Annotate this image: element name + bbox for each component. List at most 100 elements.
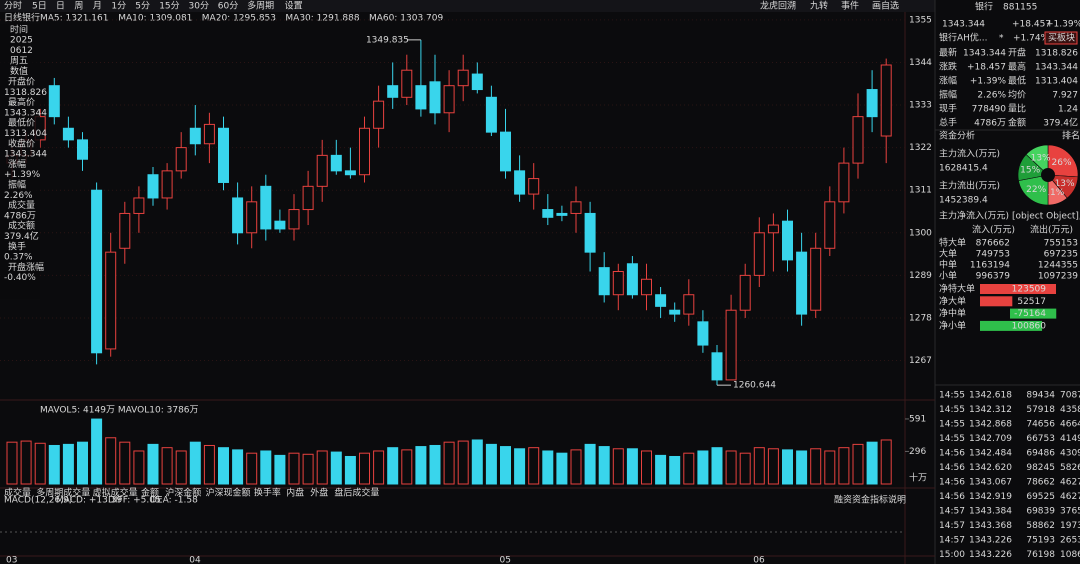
toolbar-tab[interactable]: 设置 (285, 1, 303, 12)
candle-body (471, 73, 483, 91)
tick-time: 14:56 (939, 492, 965, 502)
volume-bar (20, 440, 32, 485)
tick-time: 14:56 (939, 463, 965, 473)
period-label: 日线 (4, 12, 22, 24)
volume-bar (429, 444, 441, 485)
tick-price: 1342.919 (969, 492, 1012, 502)
tick-price: 1343.384 (969, 507, 1012, 517)
toolbar-tab[interactable]: 日 (56, 1, 65, 12)
toolbar-tab[interactable]: 60分 (218, 1, 238, 12)
candle-body (246, 201, 258, 234)
tick-volume: 57918 (1026, 405, 1055, 415)
tick-volume: 89434 (1026, 391, 1055, 401)
quote-value: +18.457 (967, 63, 1006, 73)
candle-body (175, 147, 187, 172)
candle-body (528, 178, 540, 195)
info-value: 2025 (10, 36, 33, 46)
toolbar-tab[interactable]: 分时 (4, 0, 22, 12)
pie-label: 11% (1044, 188, 1064, 198)
macd-button[interactable]: 指标说明 (870, 494, 906, 506)
volume-bar (77, 441, 88, 485)
info-value: 周五 (10, 56, 28, 67)
indicator-tab[interactable]: 沪深现金额 (206, 487, 251, 499)
candle-body (641, 278, 652, 296)
indicator-tab[interactable]: 成交量 (4, 487, 31, 499)
flow-out: 1244355 (1038, 261, 1078, 271)
pie-label: 13% (1031, 153, 1051, 163)
y-tick-label: 1355 (909, 15, 932, 25)
flow-label: 特大单 (939, 237, 966, 249)
candle-body (48, 85, 60, 118)
volume-bar (697, 450, 709, 485)
volume-bar (147, 443, 159, 485)
info-label: 开盘价 (8, 76, 35, 88)
tick-time: 14:55 (939, 420, 965, 430)
net-flow-label: 净小单 (939, 319, 966, 331)
quote-value: 2.26% (977, 91, 1006, 101)
toolbar-tab[interactable]: 月 (93, 1, 102, 12)
sector-button[interactable]: 买板块 (1048, 32, 1075, 44)
pie-label: 13% (1055, 179, 1075, 189)
volume-bar (626, 448, 638, 485)
candle-body (866, 89, 878, 118)
quote-label: 涨跌 (939, 62, 957, 73)
candle-body (302, 185, 314, 211)
toolbar-tab[interactable]: 多周期 (247, 0, 274, 12)
quote-label: 最新 (939, 47, 957, 59)
indicator-tab[interactable]: 虚拟成交量 (93, 487, 138, 499)
toolbar-button[interactable]: 九转 (810, 0, 828, 12)
indicator-tab[interactable]: 多周期成交量 (36, 487, 90, 499)
sector-button-bg[interactable] (1044, 31, 1078, 45)
toolbar-tab[interactable]: 5日 (32, 1, 47, 12)
info-value: 1343.344 (4, 150, 47, 160)
toolbar-tab[interactable]: 周 (74, 1, 83, 12)
macd-diff: DIFF: +5.05 (108, 496, 161, 506)
quote-label: 均价 (1008, 89, 1026, 101)
inflow-label: 主力流入(万元) (939, 148, 1000, 160)
funds-rank[interactable]: 排名 (1062, 130, 1080, 142)
indicator-tab[interactable]: 外盘 (310, 487, 328, 499)
macd-button[interactable]: 融资资金 (834, 494, 870, 506)
tick-price: 1343.226 (969, 550, 1012, 560)
indicator-tab[interactable]: 沪深金额 (165, 487, 201, 499)
toolbar-button[interactable]: 事件 (841, 0, 859, 12)
volume-bar (598, 446, 610, 485)
toolbar-button[interactable]: 龙虎回溯 (760, 0, 796, 12)
candle-body (880, 64, 892, 137)
change: +18.457 (1012, 20, 1051, 30)
indicator-tab[interactable]: 换手率 (254, 487, 281, 499)
candle-body (133, 197, 145, 214)
tick-price: 1343.368 (969, 521, 1012, 531)
volume-bar (344, 455, 356, 485)
toolbar-tab[interactable]: 30分 (189, 1, 209, 12)
tick-count: 4627 (1060, 492, 1080, 502)
flow-out: 755153 (1044, 239, 1078, 249)
net-flow-label: 净大单 (939, 295, 966, 307)
indicator-tab[interactable]: 金额 (141, 487, 159, 499)
indicator-tab[interactable]: 内盘 (286, 487, 304, 499)
volume-bar (824, 450, 836, 485)
volume-bar (119, 441, 131, 485)
x-tick-label: 05 (500, 556, 511, 564)
volume-bar (330, 451, 342, 485)
net-flow-value: 123509 (1012, 285, 1047, 295)
tick-count: 7087 (1060, 391, 1080, 401)
flow-label: 大单 (939, 248, 957, 260)
toolbar-tab[interactable]: 1分 (111, 1, 126, 12)
net-flow-label: 净中单 (939, 307, 966, 319)
candle-body (838, 162, 850, 203)
tick-price: 1343.226 (969, 536, 1012, 546)
candle-body (387, 85, 399, 98)
volume-bar (584, 443, 596, 485)
pie-slice (1018, 174, 1049, 206)
info-label: 收盘价 (8, 137, 35, 149)
indicator-tab[interactable]: 盘后成交量 (334, 487, 379, 499)
volume-bar (542, 450, 554, 485)
toolbar-button[interactable]: 画自选 (872, 0, 899, 12)
quote-value: 1318.826 (1035, 49, 1078, 59)
info-value: 1318.826 (4, 88, 47, 98)
toolbar-tab[interactable]: 5分 (135, 1, 150, 12)
flow-label: 小单 (939, 270, 957, 282)
toolbar-tab[interactable]: 15分 (159, 1, 179, 12)
volume-bar (838, 447, 850, 485)
